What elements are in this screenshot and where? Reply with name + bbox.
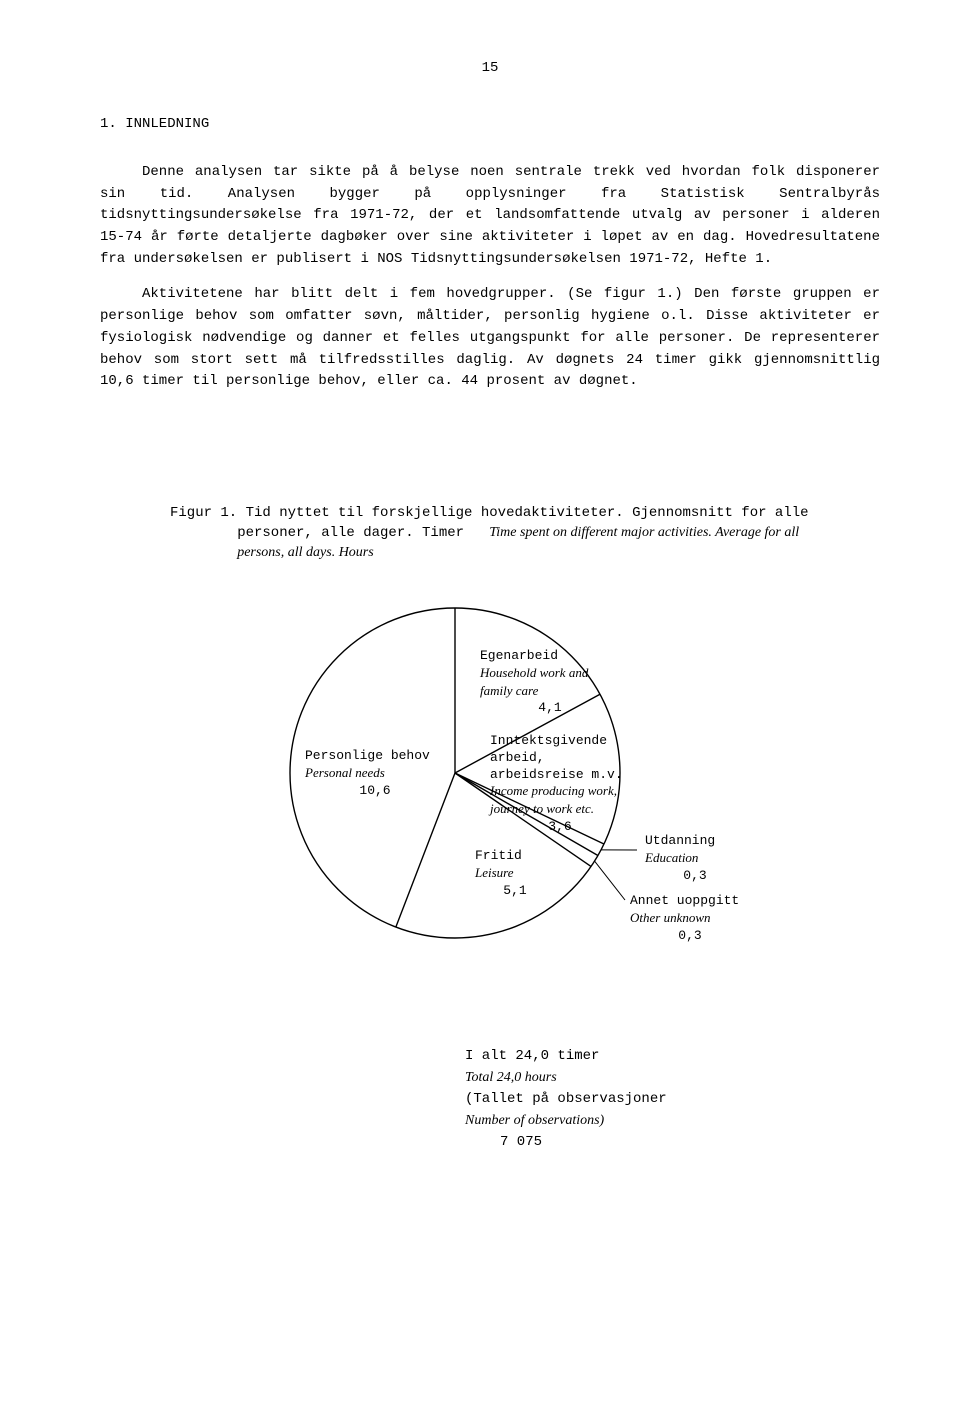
label-leisure-en: Leisure: [475, 865, 514, 880]
page-number: 15: [100, 60, 880, 76]
label-income-en: Income producing work, journey to work e…: [490, 783, 617, 816]
obs-label-en: Number of observations): [465, 1113, 604, 1128]
label-income: Inntektsgivende arbeid, arbeidsreise m.v…: [490, 733, 630, 836]
label-education-val: 0,3: [645, 868, 745, 885]
label-other-val: 0,3: [630, 928, 750, 945]
label-other-en: Other unknown: [630, 910, 711, 925]
label-education-en: Education: [645, 850, 698, 865]
label-income-val: 3,6: [490, 819, 630, 836]
label-personal-val: 10,6: [305, 783, 445, 800]
label-personal-en: Personal needs: [305, 765, 385, 780]
paragraph-2: Aktivitetene har blitt delt i fem hovedg…: [100, 284, 880, 392]
figure-caption-label: Figur 1.: [170, 505, 237, 521]
label-other-no: Annet uoppgitt: [630, 893, 739, 908]
label-leisure-no: Fritid: [475, 848, 522, 863]
section-heading: 1. INNLEDNING: [100, 116, 880, 132]
label-personal-no: Personlige behov: [305, 748, 430, 763]
label-household: Egenarbeid Household work and family car…: [480, 648, 620, 718]
label-household-val: 4,1: [480, 700, 620, 717]
label-personal: Personlige behov Personal needs 10,6: [305, 748, 445, 800]
label-household-en: Household work and family care: [480, 665, 588, 698]
label-other: Annet uoppgitt Other unknown 0,3: [630, 893, 750, 945]
pie-chart: Personlige behov Personal needs 10,6 Ege…: [265, 578, 745, 1038]
total-hours-no: I alt 24,0 timer: [465, 1048, 599, 1064]
total-hours-en: Total 24,0 hours: [465, 1070, 557, 1085]
label-leisure-val: 5,1: [475, 883, 555, 900]
figure-caption: Figur 1. Tid nyttet til forskjellige hov…: [170, 503, 840, 564]
scanned-page: 15 1. INNLEDNING Denne analysen tar sikt…: [0, 0, 960, 1193]
figure-1: Figur 1. Tid nyttet til forskjellige hov…: [170, 503, 840, 1153]
label-household-no: Egenarbeid: [480, 648, 558, 663]
obs-label-no: (Tallet på observasjoner: [465, 1091, 667, 1107]
figure-totals: I alt 24,0 timer Total 24,0 hours (Talle…: [465, 1046, 840, 1153]
obs-value: 7 075: [500, 1132, 542, 1153]
label-education-no: Utdanning: [645, 833, 715, 848]
paragraph-1: Denne analysen tar sikte på å belyse noe…: [100, 162, 880, 270]
label-income-no: Inntektsgivende arbeid, arbeidsreise m.v…: [490, 733, 623, 782]
label-education: Utdanning Education 0,3: [645, 833, 745, 885]
label-leisure: Fritid Leisure 5,1: [475, 848, 555, 900]
